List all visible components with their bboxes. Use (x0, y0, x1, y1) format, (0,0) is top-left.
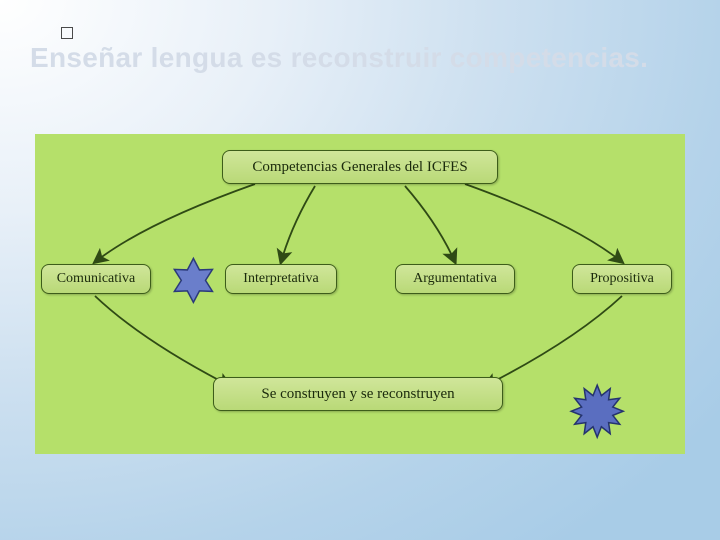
diagram-panel: Competencias Generales del ICFES Comunica… (35, 134, 685, 454)
node-c4: Propositiva (572, 264, 672, 294)
edge (405, 186, 455, 262)
edge (95, 184, 255, 262)
bullet-placeholder (61, 27, 73, 39)
star-twelve-icon (566, 380, 628, 442)
node-c3: Argumentativa (395, 264, 515, 294)
node-root: Competencias Generales del ICFES (222, 150, 498, 184)
node-bottom: Se construyen y se reconstruyen (213, 377, 503, 411)
edge (281, 186, 315, 262)
node-c1: Comunicativa (41, 264, 151, 294)
edge (465, 184, 622, 262)
page-title: Enseñar lengua es reconstruir competenci… (30, 42, 700, 74)
node-c2: Interpretativa (225, 264, 337, 294)
edge (95, 296, 230, 386)
edge (485, 296, 622, 386)
star-six-icon (167, 254, 220, 307)
